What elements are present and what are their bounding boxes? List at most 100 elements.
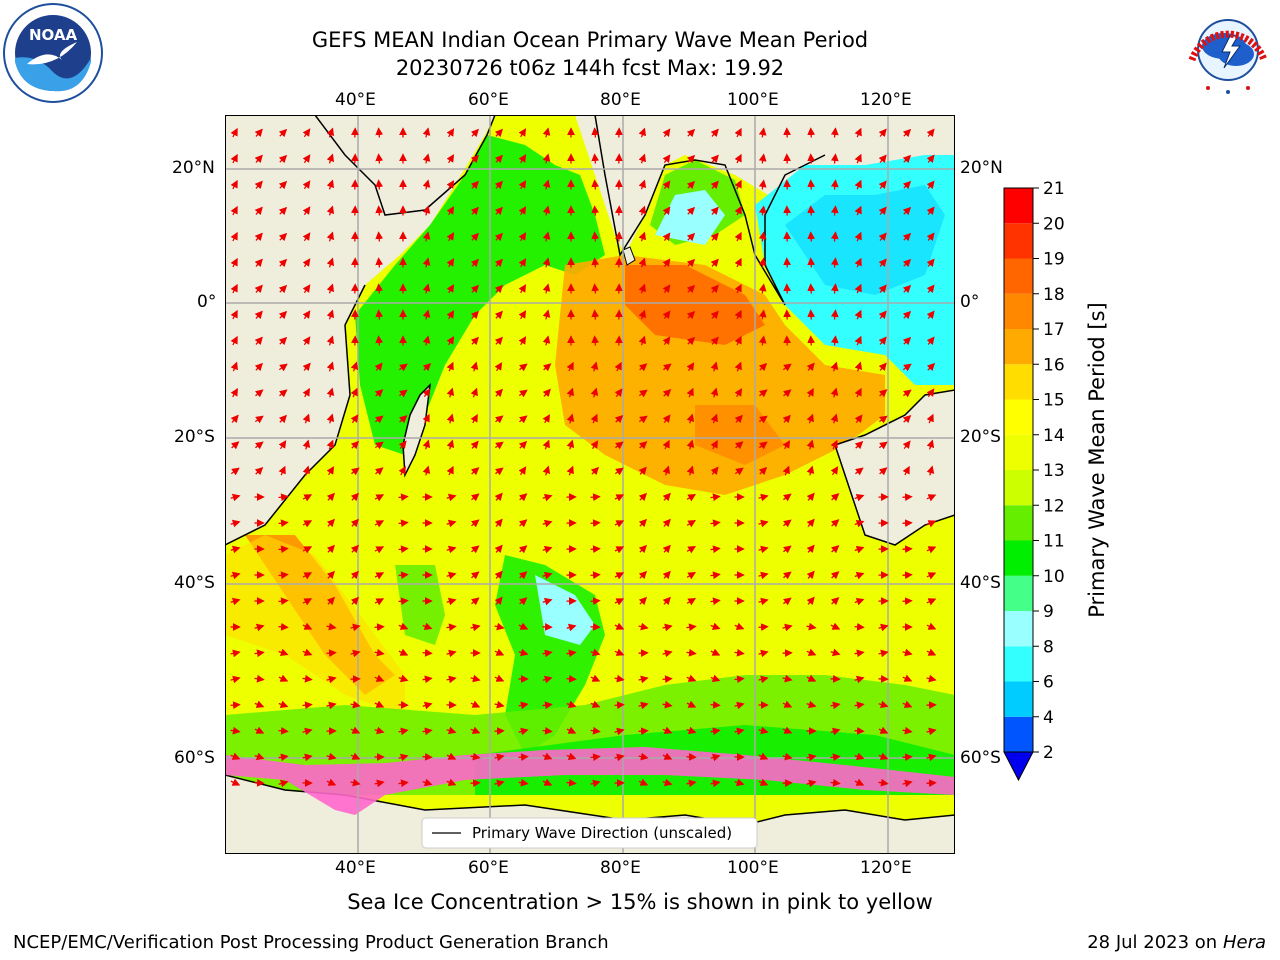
wave-direction-arrow <box>710 154 719 164</box>
wave-direction-arrow <box>255 441 264 450</box>
wave-direction-arrow <box>926 465 935 476</box>
wave-direction-arrow <box>926 258 935 268</box>
footer-right: 28 Jul 2023 on Hera <box>1087 932 1266 953</box>
wave-direction-arrow <box>278 363 288 372</box>
wave-direction-arrow <box>926 598 937 606</box>
wave-direction-arrow <box>326 701 337 710</box>
wave-direction-arrow <box>230 675 241 684</box>
wave-direction-arrow <box>350 361 359 372</box>
colorbar-tick-label: 16 <box>1043 355 1065 375</box>
colorbar-segments <box>1003 187 1034 782</box>
wave-direction-arrow <box>278 206 288 216</box>
wave-direction-arrow <box>830 205 839 216</box>
wave-direction-arrow <box>494 154 503 164</box>
wave-direction-arrow <box>494 622 505 631</box>
wave-direction-arrow <box>830 753 841 762</box>
wave-direction-arrow <box>278 414 287 424</box>
wave-direction-arrow <box>854 231 862 242</box>
wave-direction-arrow <box>878 128 887 137</box>
wave-direction-arrow <box>350 752 361 760</box>
wave-direction-arrow <box>638 389 648 398</box>
wave-direction-arrow <box>446 154 455 164</box>
wave-direction-arrow <box>758 153 767 164</box>
wave-direction-arrow <box>350 492 359 502</box>
wave-direction-arrow <box>854 335 862 346</box>
wave-direction-arrow <box>734 414 743 424</box>
wave-direction-arrow <box>302 362 311 372</box>
colorbar-tick-label: 21 <box>1043 180 1065 199</box>
wave-direction-arrow <box>758 335 767 346</box>
wave-direction-arrow <box>878 726 889 734</box>
colorbar-segment <box>1004 681 1033 717</box>
wave-direction-arrow <box>326 413 335 424</box>
wave-direction-arrow <box>710 466 719 476</box>
wave-direction-arrow <box>230 361 238 372</box>
wave-direction-arrow <box>494 310 503 320</box>
wave-direction-arrow <box>686 439 695 450</box>
wave-direction-arrow <box>926 362 936 372</box>
wave-direction-arrow <box>398 519 409 528</box>
wave-direction-arrow <box>734 648 745 657</box>
wave-direction-arrow <box>830 257 839 268</box>
wave-direction-arrow <box>422 413 430 424</box>
wave-direction-arrow <box>638 518 648 528</box>
wave-direction-arrow <box>230 752 241 760</box>
wave-direction-arrow <box>855 467 864 476</box>
colorbar-segment <box>1004 611 1033 647</box>
wave-direction-arrow <box>926 284 935 294</box>
colorbar-label: Primary Wave Mean Period [s] <box>1085 302 1109 618</box>
wave-direction-arrow <box>518 154 527 164</box>
wave-direction-arrow <box>398 648 409 656</box>
colorbar-tick-label: 12 <box>1043 496 1065 516</box>
sea-ice-note: Sea Ice Concentration > 15% is shown in … <box>347 890 933 914</box>
wave-direction-arrow <box>710 232 719 242</box>
wave-direction-arrow <box>806 674 817 682</box>
wave-direction-arrow <box>542 257 551 268</box>
wave-direction-arrow <box>350 440 360 450</box>
wave-direction-arrow <box>254 310 263 320</box>
wave-direction-arrow <box>854 361 863 372</box>
footer-date: 28 Jul 2023 on <box>1087 932 1223 953</box>
wave-direction-arrow <box>278 493 289 502</box>
wave-direction-arrow <box>662 544 671 554</box>
wave-direction-arrow <box>926 180 935 190</box>
wave-direction-arrow <box>375 127 384 138</box>
wave-direction-arrow <box>806 779 817 788</box>
wave-direction-arrow <box>710 439 718 450</box>
wave-direction-arrow <box>446 649 457 658</box>
wave-direction-arrow <box>566 726 577 734</box>
wave-direction-arrow <box>878 180 887 189</box>
wave-direction-arrow <box>878 336 887 345</box>
wave-direction-arrow <box>686 128 696 138</box>
wave-direction-arrow <box>375 309 384 320</box>
wave-direction-arrow <box>326 179 335 190</box>
wave-direction-arrow <box>830 361 839 372</box>
wave-direction-arrow <box>542 726 553 735</box>
wave-direction-arrow <box>470 674 481 683</box>
wave-direction-arrow <box>686 154 696 164</box>
wave-direction-arrow <box>854 622 865 631</box>
colorbar-under-arrow <box>1003 751 1034 782</box>
wave-direction-arrow <box>686 700 697 708</box>
wave-direction-arrow <box>230 283 238 294</box>
wave-direction-arrow <box>758 726 769 735</box>
wave-direction-arrow <box>830 493 840 502</box>
wave-direction-arrow <box>446 128 455 138</box>
wave-direction-arrow <box>638 127 646 138</box>
wave-direction-arrow <box>710 571 721 580</box>
wave-direction-arrow <box>734 622 745 630</box>
wave-direction-arrow <box>278 258 288 268</box>
wave-direction-arrow <box>446 336 455 346</box>
wave-direction-arrow <box>662 310 671 319</box>
wave-direction-arrow <box>854 701 865 710</box>
wave-direction-arrow <box>590 700 601 708</box>
wave-direction-arrow <box>374 494 385 502</box>
wave-direction-arrow <box>686 180 696 190</box>
wave-direction-arrow <box>758 571 769 580</box>
wave-direction-arrow <box>326 205 335 216</box>
wave-direction-arrow <box>902 415 912 424</box>
colorbar-segment <box>1004 505 1033 541</box>
wave-direction-arrow <box>591 257 600 268</box>
wave-direction-arrow <box>302 180 311 190</box>
colorbar-tick-label: 10 <box>1043 567 1065 587</box>
